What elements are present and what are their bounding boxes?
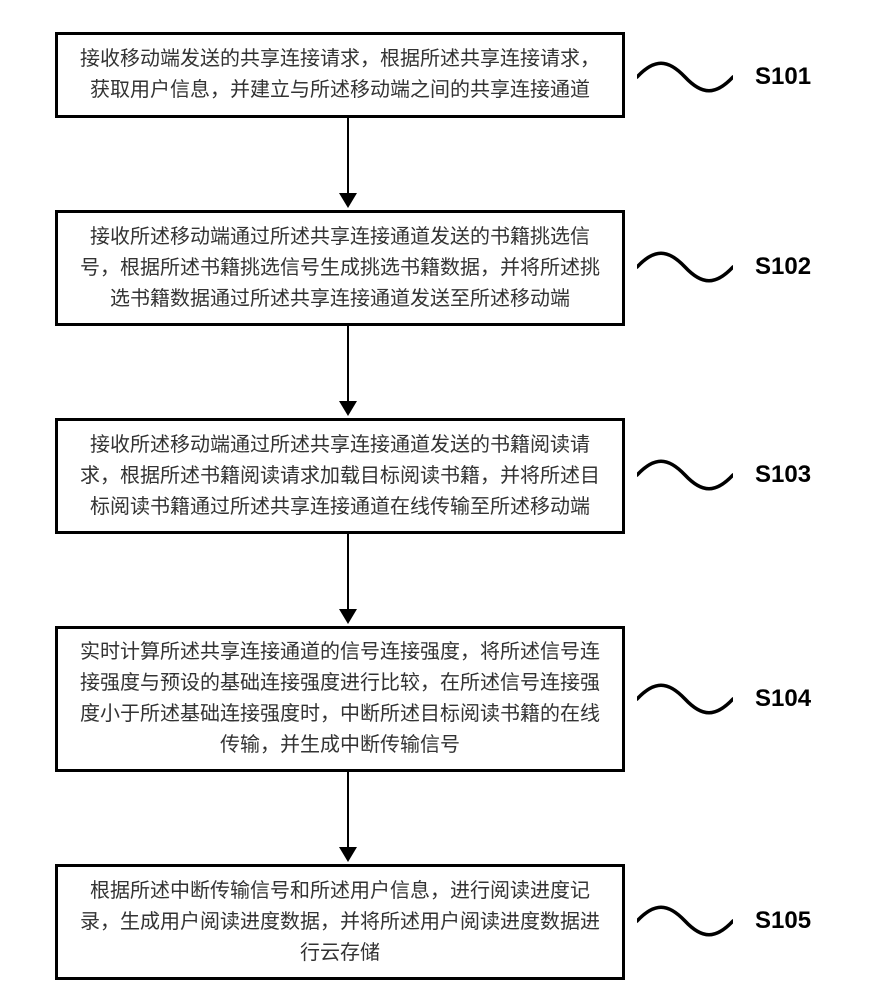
arrow-line (347, 534, 349, 610)
step-id-label: S105 (755, 907, 811, 935)
flow-step-text: 接收移动端发送的共享连接请求，根据所述共享连接请求，获取用户信息，并建立与所述移… (72, 44, 608, 106)
step-id-label: S101 (755, 63, 811, 91)
flow-arrow (339, 772, 357, 862)
wave-connector-icon (637, 452, 733, 498)
flow-step-text: 接收所述移动端通过所述共享连接通道发送的书籍挑选信号，根据所述书籍挑选信号生成挑… (72, 222, 608, 315)
step-label-group: S101 (637, 54, 811, 100)
wave-connector-icon (637, 676, 733, 722)
arrow-head-icon (339, 609, 357, 624)
step-id-label: S102 (755, 253, 811, 281)
step-id-label: S104 (755, 685, 811, 713)
arrow-line (347, 326, 349, 402)
flow-arrow (339, 534, 357, 624)
step-id-label: S103 (755, 461, 811, 489)
wave-connector-icon (637, 244, 733, 290)
flow-arrow (339, 118, 357, 208)
flow-step-box: 接收所述移动端通过所述共享连接通道发送的书籍挑选信号，根据所述书籍挑选信号生成挑… (55, 210, 625, 326)
flow-step-text: 接收所述移动端通过所述共享连接通道发送的书籍阅读请求，根据所述书籍阅读请求加载目… (72, 430, 608, 523)
flow-step-box: 根据所述中断传输信号和所述用户信息，进行阅读进度记录，生成用户阅读进度数据，并将… (55, 864, 625, 980)
wave-connector-icon (637, 898, 733, 944)
arrow-head-icon (339, 193, 357, 208)
step-label-group: S105 (637, 898, 811, 944)
flow-step-text: 根据所述中断传输信号和所述用户信息，进行阅读进度记录，生成用户阅读进度数据，并将… (72, 876, 608, 969)
flow-step-text: 实时计算所述共享连接通道的信号连接强度，将所述信号连接强度与预设的基础连接强度进… (72, 637, 608, 761)
flow-arrow (339, 326, 357, 416)
step-label-group: S103 (637, 452, 811, 498)
arrow-line (347, 118, 349, 194)
step-label-group: S102 (637, 244, 811, 290)
flow-step-box: 实时计算所述共享连接通道的信号连接强度，将所述信号连接强度与预设的基础连接强度进… (55, 626, 625, 772)
arrow-line (347, 772, 349, 848)
arrow-head-icon (339, 401, 357, 416)
step-label-group: S104 (637, 676, 811, 722)
wave-connector-icon (637, 54, 733, 100)
arrow-head-icon (339, 847, 357, 862)
flow-step-box: 接收移动端发送的共享连接请求，根据所述共享连接请求，获取用户信息，并建立与所述移… (55, 32, 625, 118)
flow-step-box: 接收所述移动端通过所述共享连接通道发送的书籍阅读请求，根据所述书籍阅读请求加载目… (55, 418, 625, 534)
